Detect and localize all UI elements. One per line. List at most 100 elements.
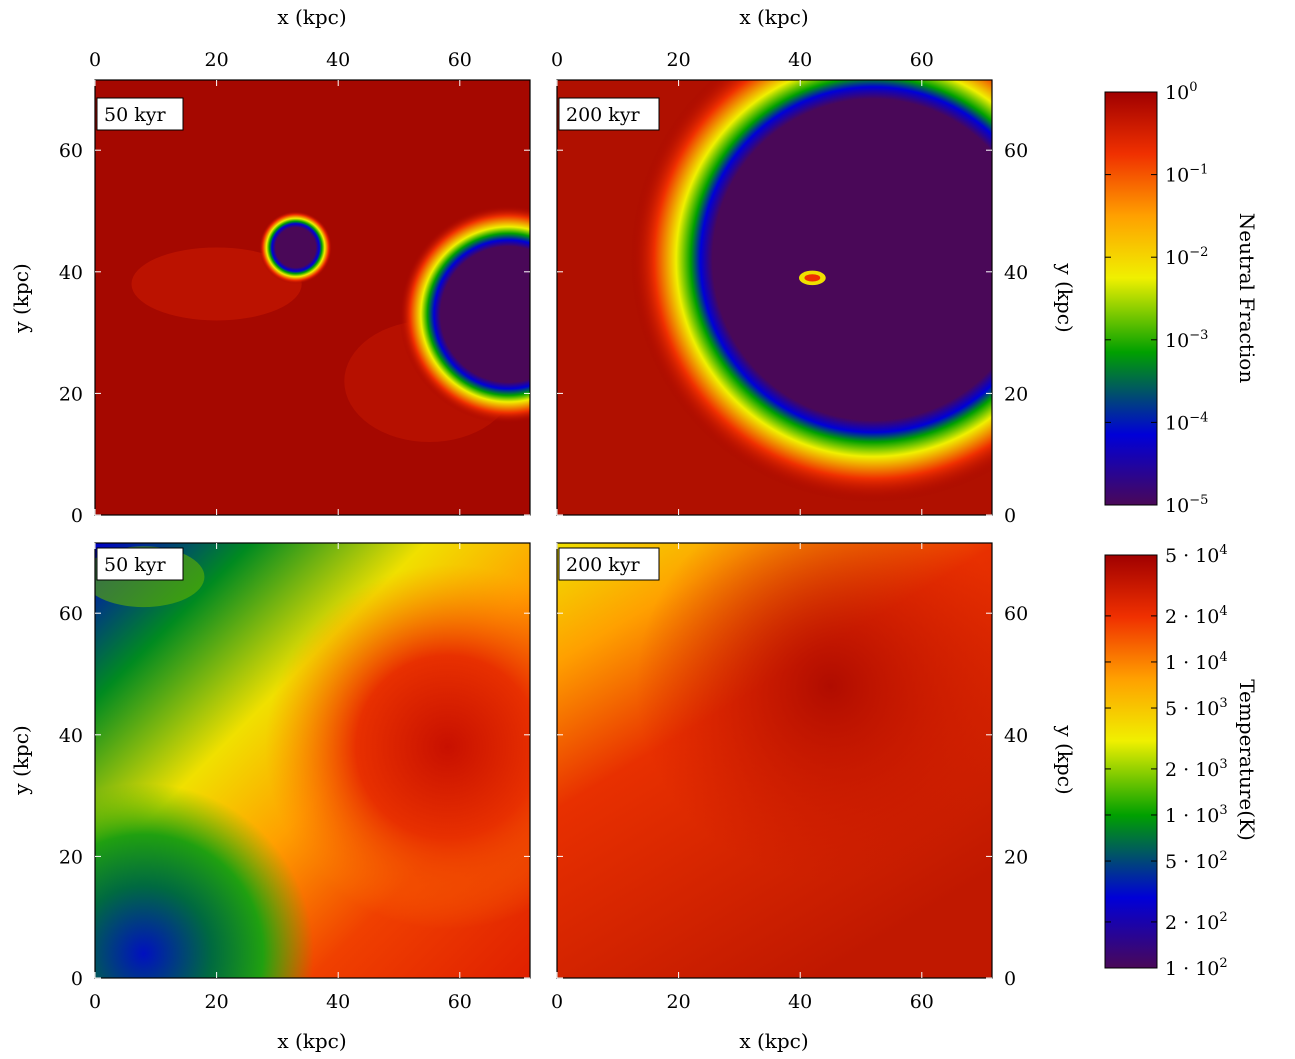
colorbar-tick-exponent: 3 bbox=[1219, 803, 1227, 818]
colorbar-tick-exponent: −3 bbox=[1189, 328, 1208, 343]
y-ticks-bottom-right: 0 20 40 60 bbox=[557, 603, 1028, 990]
ylabel-bottom-right: y (kpc) bbox=[1053, 724, 1077, 794]
colorbar-tick-exponent: 4 bbox=[1219, 650, 1227, 665]
colorbar-tick-exponent: −1 bbox=[1189, 163, 1208, 178]
panel-label-tr-box: 200 kyr bbox=[558, 97, 660, 131]
y-tick-label: 60 bbox=[1004, 140, 1028, 162]
y-ticks-bottom-left: 0 20 40 60 bbox=[59, 603, 530, 990]
colorbar-tick-exponent: 0 bbox=[1189, 80, 1197, 95]
xlabel-top-right: x (kpc) bbox=[739, 5, 808, 29]
panel-frame-tl bbox=[94, 79, 531, 516]
colorbar-tick-base: 2 · 10 bbox=[1165, 606, 1219, 628]
x-ticks-bottom-right: 0 20 40 60 bbox=[551, 543, 934, 1013]
y-tick-label: 20 bbox=[59, 383, 83, 405]
colorbar-tick-exponent: 3 bbox=[1219, 696, 1227, 711]
temperature-colorbar bbox=[1104, 554, 1158, 969]
colorbar-tick-label: 1 · 102 bbox=[1165, 956, 1228, 980]
x-tick-label: 40 bbox=[788, 49, 812, 71]
temperature-50kyr-panel bbox=[95, 543, 530, 978]
xlabel-top-left: x (kpc) bbox=[277, 5, 346, 29]
colorbar-tick-exponent: 3 bbox=[1219, 757, 1227, 772]
x-tick-label: 40 bbox=[788, 991, 812, 1013]
colorbar-tick-base: 10 bbox=[1165, 165, 1189, 187]
y-tick-label: 40 bbox=[59, 725, 83, 747]
temperature-200kyr-panel bbox=[557, 543, 992, 978]
panel-label-br: 200 kyr bbox=[566, 554, 641, 576]
y-tick-label: 0 bbox=[71, 505, 83, 527]
colorbar-tick-label: 2 · 104 bbox=[1165, 604, 1228, 628]
ylabel-bottom-left: y (kpc) bbox=[9, 725, 33, 795]
colorbar-tick-base: 5 · 10 bbox=[1165, 851, 1219, 873]
panel-label-tr: 200 kyr bbox=[566, 104, 641, 126]
panel-frame-tr bbox=[556, 79, 993, 516]
y-tick-label: 40 bbox=[1004, 262, 1028, 284]
y-tick-label: 0 bbox=[71, 968, 83, 990]
x-tick-label: 60 bbox=[910, 991, 934, 1013]
x-tick-label: 20 bbox=[205, 49, 229, 71]
colorbar-tick-base: 1 · 10 bbox=[1165, 652, 1219, 674]
x-tick-label: 40 bbox=[326, 991, 350, 1013]
y-tick-label: 60 bbox=[59, 603, 83, 625]
colorbar-tick-label: 1 · 104 bbox=[1165, 650, 1228, 674]
panel-frame-br bbox=[556, 542, 993, 979]
panel-label-bl: 50 kyr bbox=[104, 554, 166, 576]
y-tick-label: 0 bbox=[1004, 505, 1016, 527]
panel-label-tl-box: 50 kyr bbox=[96, 97, 184, 131]
x-tick-label: 60 bbox=[448, 49, 472, 71]
colorbar-tick-label: 5 · 102 bbox=[1165, 849, 1228, 873]
x-ticks-bottom-left: 0 20 40 60 bbox=[89, 543, 472, 1013]
y-tick-label: 20 bbox=[1004, 846, 1028, 868]
panel-label-br-box: 200 kyr bbox=[558, 547, 660, 581]
x-tick-label: 0 bbox=[89, 49, 101, 71]
colorbar-tick-base: 10 bbox=[1165, 247, 1189, 269]
colorbar-tick-base: 10 bbox=[1165, 330, 1189, 352]
neutral-fraction-colorbar bbox=[1104, 91, 1158, 506]
colorbar-tick-label: 100 bbox=[1165, 80, 1197, 104]
y-tick-label: 40 bbox=[59, 262, 83, 284]
x-tick-label: 60 bbox=[448, 991, 472, 1013]
colorbar-tick-base: 2 · 10 bbox=[1165, 912, 1219, 934]
y-tick-label: 20 bbox=[1004, 383, 1028, 405]
xlabel-bottom-left: x (kpc) bbox=[277, 1029, 346, 1053]
colorbar-tick-label: 10−2 bbox=[1165, 245, 1208, 269]
x-tick-label: 20 bbox=[667, 49, 691, 71]
y-ticks-top-left: 0 20 40 60 bbox=[59, 140, 530, 527]
colorbar-tick-base: 5 · 10 bbox=[1165, 545, 1219, 567]
colorbar-tick-base: 10 bbox=[1165, 495, 1189, 517]
y-tick-label: 40 bbox=[1004, 725, 1028, 747]
panel-label-bl-box: 50 kyr bbox=[96, 547, 184, 581]
colorbar-tick-exponent: 4 bbox=[1219, 604, 1227, 619]
colorbar-tick-base: 1 · 10 bbox=[1165, 958, 1219, 980]
colorbar-tick-exponent: 2 bbox=[1219, 849, 1227, 864]
colorbar-tick-exponent: −2 bbox=[1189, 245, 1208, 260]
colorbar-tick-label: 5 · 104 bbox=[1165, 543, 1228, 567]
colorbar-tick-label: 10−4 bbox=[1165, 410, 1208, 434]
colorbar-tick-label: 2 · 102 bbox=[1165, 910, 1228, 934]
colorbar-tick-exponent: 4 bbox=[1219, 543, 1227, 558]
y-ticks-top-right: 0 20 40 60 bbox=[557, 140, 1028, 527]
ylabel-top-right: y (kpc) bbox=[1053, 262, 1077, 332]
neutral-fraction-50kyr-panel bbox=[95, 80, 530, 515]
temperature-colorbar-label: Temperature(K) bbox=[1235, 679, 1259, 841]
colorbar-tick-exponent: 2 bbox=[1219, 956, 1227, 971]
x-tick-label: 20 bbox=[205, 991, 229, 1013]
x-tick-label: 40 bbox=[326, 49, 350, 71]
panel-label-tl: 50 kyr bbox=[104, 104, 166, 126]
colorbar-tick-base: 5 · 10 bbox=[1165, 698, 1219, 720]
x-tick-label: 20 bbox=[667, 991, 691, 1013]
colorbar-tick-base: 1 · 10 bbox=[1165, 805, 1219, 827]
x-tick-label: 0 bbox=[551, 991, 563, 1013]
ylabel-top-left: y (kpc) bbox=[9, 263, 33, 333]
y-tick-label: 60 bbox=[1004, 603, 1028, 625]
colorbar-tick-base: 10 bbox=[1165, 82, 1189, 104]
x-tick-label: 60 bbox=[910, 49, 934, 71]
neutral-fraction-200kyr-panel bbox=[557, 80, 992, 515]
neutral-colorbar-label: Neutral Fraction bbox=[1235, 213, 1259, 384]
x-tick-label: 0 bbox=[89, 991, 101, 1013]
colorbar-tick-label: 5 · 103 bbox=[1165, 696, 1228, 720]
colorbar-tick-label: 2 · 103 bbox=[1165, 757, 1228, 781]
colorbar-tick-base: 10 bbox=[1165, 412, 1189, 434]
y-tick-label: 20 bbox=[59, 846, 83, 868]
